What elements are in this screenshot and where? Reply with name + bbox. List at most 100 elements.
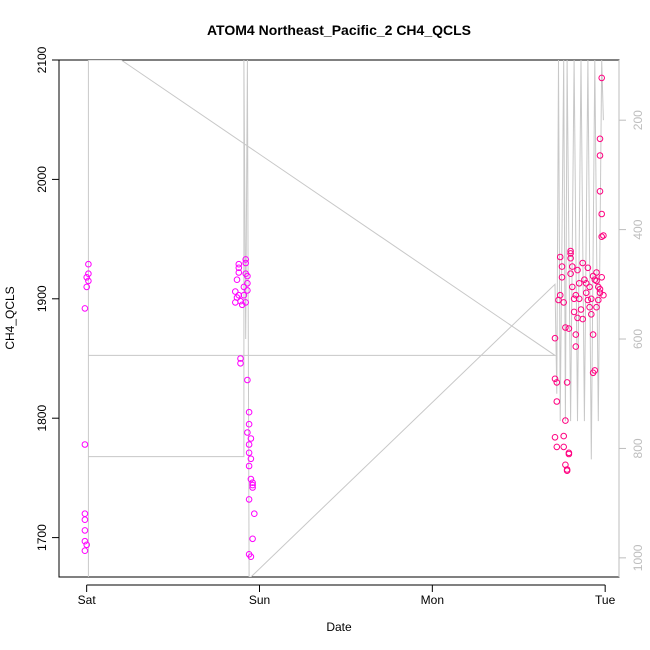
data-point — [556, 291, 564, 299]
data-point — [85, 260, 92, 268]
data-point — [249, 535, 256, 543]
data-point — [235, 264, 243, 272]
data-point — [244, 376, 251, 384]
data-point — [596, 285, 604, 293]
data-point — [577, 306, 585, 313]
y-tick-label: 1900 — [35, 285, 49, 312]
data-point — [558, 263, 566, 270]
data-point — [249, 484, 256, 491]
data-point — [81, 537, 89, 545]
data-point — [247, 435, 255, 442]
data-point — [560, 443, 568, 451]
data-point — [85, 270, 92, 278]
data-point — [553, 379, 561, 386]
y-axis: 1700 1800 1900 2000 2100 — [35, 46, 59, 551]
data-point — [574, 266, 581, 274]
y2-tick-label: 800 — [631, 438, 645, 458]
data-point — [245, 420, 253, 428]
data-point — [586, 283, 593, 291]
data-point — [81, 516, 89, 524]
data-point — [588, 311, 595, 318]
data-point — [560, 299, 568, 306]
data-point — [85, 277, 92, 285]
data-point — [596, 188, 604, 195]
y2-tick-label: 1000 — [631, 544, 645, 571]
x-tick-label: Mon — [421, 593, 444, 607]
data-point — [562, 324, 569, 331]
x-tick-label: Sat — [78, 593, 97, 607]
data-point — [584, 296, 592, 304]
data-point — [574, 314, 581, 322]
data-point — [593, 303, 600, 311]
data-point — [232, 288, 239, 295]
data-point — [83, 274, 90, 281]
data-point — [83, 541, 90, 549]
y-tick-label: 1700 — [35, 524, 49, 551]
altitude-line — [87, 60, 604, 577]
data-point — [586, 303, 593, 311]
data-point — [232, 299, 239, 306]
data-point — [584, 264, 592, 272]
data-point — [81, 305, 89, 312]
data-point — [81, 527, 89, 534]
data-point — [235, 269, 243, 276]
data-point — [575, 295, 583, 303]
data-point — [581, 276, 588, 284]
data-point — [596, 135, 604, 143]
data-point — [562, 417, 569, 424]
data-point — [572, 343, 580, 350]
altitude-line-layer — [87, 60, 604, 577]
x-tick-label: Sun — [249, 593, 270, 607]
data-point — [251, 510, 258, 518]
data-point — [582, 289, 590, 297]
data-point — [572, 331, 580, 338]
data-point — [593, 277, 600, 285]
data-point — [567, 270, 574, 278]
data-point — [247, 475, 255, 483]
data-point — [83, 283, 90, 291]
data-point — [565, 449, 573, 457]
data-point — [563, 466, 571, 473]
data-point — [237, 360, 244, 367]
data-point — [242, 259, 249, 267]
data-point — [240, 291, 248, 299]
data-point — [247, 455, 255, 463]
data-point — [233, 276, 241, 284]
data-point — [579, 315, 587, 323]
data-point — [242, 299, 249, 306]
data-point — [595, 296, 602, 304]
data-point — [591, 276, 599, 284]
data-point — [235, 260, 243, 268]
data-point — [582, 280, 590, 287]
data-point — [244, 280, 251, 287]
data-point — [81, 510, 89, 518]
chart-title: ATOM4 Northeast_Pacific_2 CH4_QCLS — [207, 22, 471, 38]
plot-frame — [58, 59, 620, 578]
data-point — [600, 232, 607, 239]
y2-tick-label: 200 — [631, 110, 645, 130]
y-tick-label: 2100 — [35, 46, 49, 73]
data-point — [247, 553, 255, 561]
data-point — [569, 283, 576, 291]
data-point — [588, 295, 595, 303]
data-point — [245, 496, 253, 503]
y2-tick-label: 400 — [631, 219, 645, 239]
data-point — [249, 481, 256, 489]
data-point — [572, 291, 580, 299]
data-point — [596, 152, 604, 159]
data-point — [558, 274, 566, 281]
data-point — [565, 325, 573, 332]
data-point — [244, 287, 251, 294]
data-point — [570, 308, 578, 316]
data-point — [560, 432, 568, 440]
data-point — [569, 263, 576, 270]
y-tick-label: 2000 — [35, 166, 49, 193]
data-point — [245, 462, 253, 470]
data-point — [245, 441, 253, 448]
x-axis-label: Date — [326, 620, 352, 634]
data-point — [81, 547, 89, 555]
data-point — [563, 379, 571, 386]
data-point — [245, 408, 253, 416]
